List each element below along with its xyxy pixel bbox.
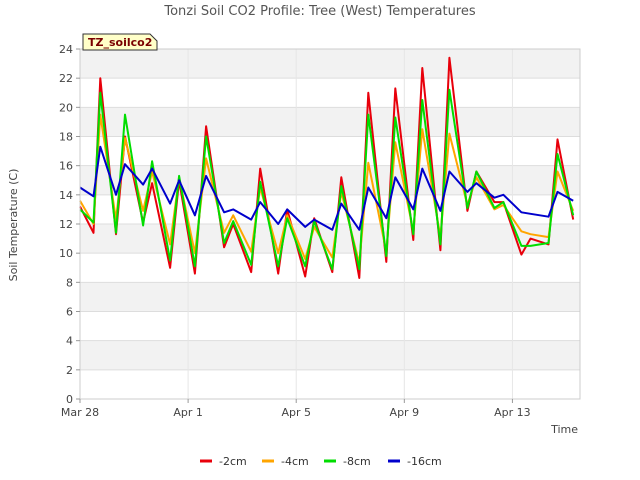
site-badge-box [82,33,158,51]
series-line-8cmcm [79,88,575,271]
y-tick-label: 22 [59,72,73,85]
site-badge-label: TZ_soilco2 [88,36,152,49]
x-tick-label: Apr 9 [390,406,420,419]
y-tick-label: 20 [59,101,73,114]
y-tick-label: 16 [59,160,73,173]
y-tick-label: 14 [59,189,73,202]
grid-band [80,107,580,137]
y-tick-label: 4 [66,335,73,348]
grid-bands [80,49,580,370]
legend-label: -8cm [343,455,371,468]
grid-band [80,49,580,79]
x-tick-label: Apr 5 [281,406,311,419]
y-axis-label: Soil Temperature (C) [7,169,20,282]
y-tick-label: 24 [59,43,73,56]
x-tick-label: Apr 1 [173,406,203,419]
y-tick-label: 2 [66,364,73,377]
legend-label: -2cm [219,455,247,468]
x-axis: Mar 28 Apr 1 Apr 5 Apr 9 Apr 13 [61,399,531,419]
series-lines [79,56,575,279]
x-tick-label: Mar 28 [61,406,99,419]
legend-label: -16cm [407,455,442,468]
legend: -2cm -4cm -8cm -16cm [200,455,442,468]
series-line-16cmcm [79,145,574,231]
y-tick-label: 0 [66,393,73,406]
y-tick-label: 10 [59,247,73,260]
y-tick-label: 18 [59,131,73,144]
y-tick-label: 8 [66,276,73,289]
y-tick-label: 6 [66,306,73,319]
x-tick-label: Apr 13 [494,406,531,419]
x-axis-label: Time [550,423,578,436]
grid-band [80,340,580,370]
grid-band [80,282,580,312]
chart-title: Tonzi Soil CO2 Profile: Tree (West) Temp… [163,4,476,19]
site-badge: TZ_soilco2 [82,33,158,51]
y-tick-label: 12 [59,218,73,231]
legend-label: -4cm [281,455,309,468]
